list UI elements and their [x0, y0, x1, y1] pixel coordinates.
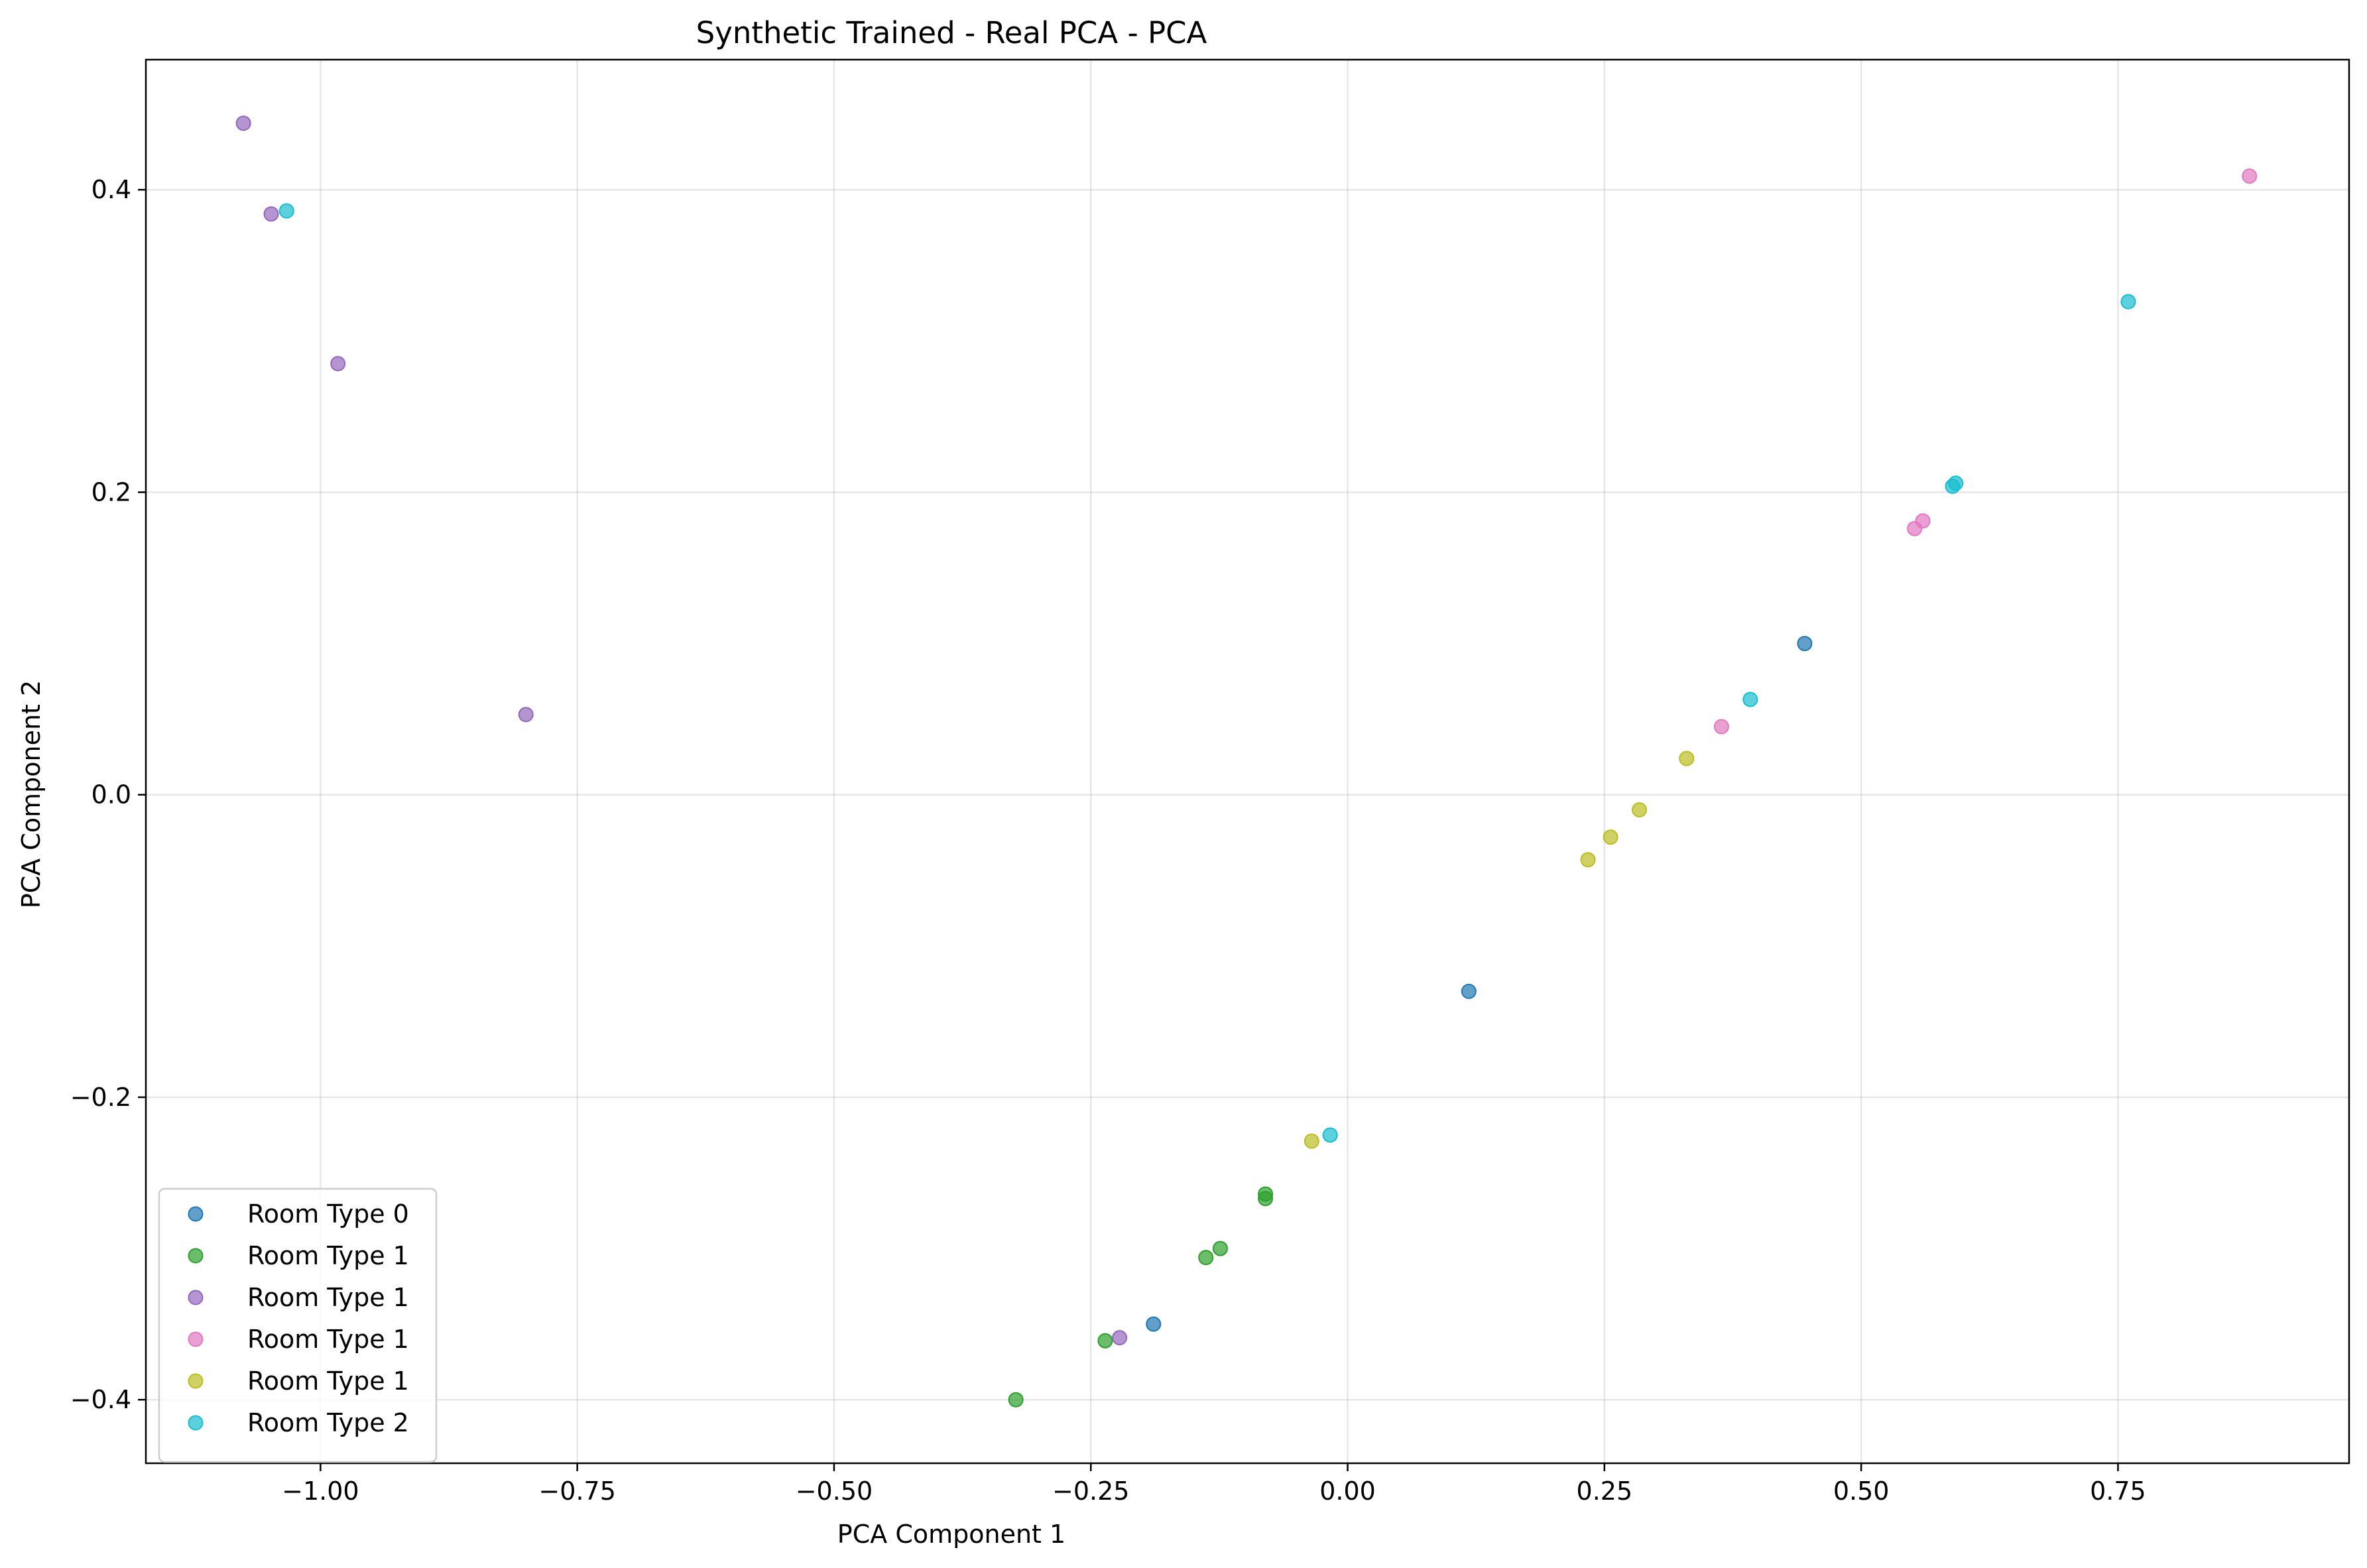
data-point-series-5: [278, 203, 294, 219]
legend-box: [158, 1187, 438, 1463]
data-point-series-2: [330, 356, 346, 372]
data-point-series-0: [1146, 1316, 1162, 1332]
x-tick-label: −0.25: [1052, 1477, 1129, 1506]
data-point-series-4: [1632, 802, 1648, 817]
data-point-series-2: [518, 707, 534, 723]
legend-label: Room Type 1: [247, 1283, 409, 1312]
data-point-series-1: [1008, 1392, 1024, 1408]
legend-marker: [188, 1206, 204, 1222]
legend: Room Type 0 Room Type 1 Room Type 1 Room Ty…: [158, 1187, 438, 1463]
data-point-series-2: [235, 115, 251, 131]
data-point-series-2: [1112, 1330, 1128, 1346]
data-point-series-4: [1603, 829, 1618, 845]
x-tick-label: 0.00: [1319, 1477, 1376, 1506]
data-point-series-0: [1797, 636, 1813, 652]
x-tick-label: −1.00: [282, 1477, 359, 1506]
data-point-series-5: [1322, 1127, 1338, 1143]
legend-label: Room Type 2: [247, 1408, 409, 1437]
legend-marker: [188, 1248, 204, 1264]
data-point-series-5: [2120, 294, 2136, 310]
legend-marker: [188, 1290, 204, 1305]
x-tick-label: −0.75: [538, 1477, 615, 1506]
legend-label: Room Type 0: [247, 1199, 409, 1229]
grid: [146, 60, 2349, 1463]
data-point-series-1: [1097, 1333, 1113, 1349]
data-point-series-2: [263, 206, 279, 222]
data-point-series-3: [2242, 168, 2258, 184]
y-tick-label: −0.2: [70, 1083, 131, 1112]
y-tick-label: 0.0: [91, 780, 131, 810]
x-tick-label: 0.75: [2090, 1477, 2146, 1506]
data-point-series-4: [1304, 1133, 1319, 1149]
data-point-series-5: [1945, 478, 1961, 494]
data-point-series-1: [1258, 1191, 1274, 1207]
data-point-series-1: [1212, 1240, 1228, 1256]
data-point-series-4: [1679, 751, 1695, 766]
x-tick-label: 0.50: [1833, 1477, 1890, 1506]
data-point-series-3: [1907, 520, 1923, 536]
legend-marker: [188, 1415, 204, 1431]
data-points: [235, 115, 2258, 1408]
data-point-series-4: [1580, 852, 1596, 868]
data-point-series-3: [1713, 719, 1729, 735]
x-tick-label: −0.50: [796, 1477, 873, 1506]
legend-marker: [188, 1331, 204, 1347]
plot-area: [145, 58, 2350, 1465]
legend-label: Room Type 1: [247, 1241, 409, 1270]
legend-label: Room Type 1: [247, 1366, 409, 1396]
y-tick-label: −0.4: [70, 1385, 131, 1414]
x-tick-label: 0.25: [1577, 1477, 1633, 1506]
y-axis-ticks: −0.4 −0.2 0.0 0.2 0.4: [70, 175, 146, 1414]
chart-title: Synthetic Trained - Real PCA - PCA: [696, 15, 1207, 50]
data-point-series-1: [1198, 1250, 1214, 1266]
y-tick-label: 0.4: [91, 175, 131, 204]
legend-marker: [188, 1373, 204, 1389]
y-axis-label: PCA Component 2: [17, 680, 46, 908]
axes-frame: [145, 58, 2350, 1465]
x-axis-ticks: −1.00 −0.75 −0.50 −0.25 0.00 0.25 0.50 0.75: [282, 1463, 2146, 1506]
data-point-series-0: [1461, 983, 1477, 999]
y-tick-label: 0.2: [91, 477, 131, 507]
data-point-series-5: [1742, 692, 1758, 707]
x-axis-label: PCA Component 1: [837, 1520, 1065, 1549]
legend-label: Room Type 1: [247, 1325, 409, 1354]
